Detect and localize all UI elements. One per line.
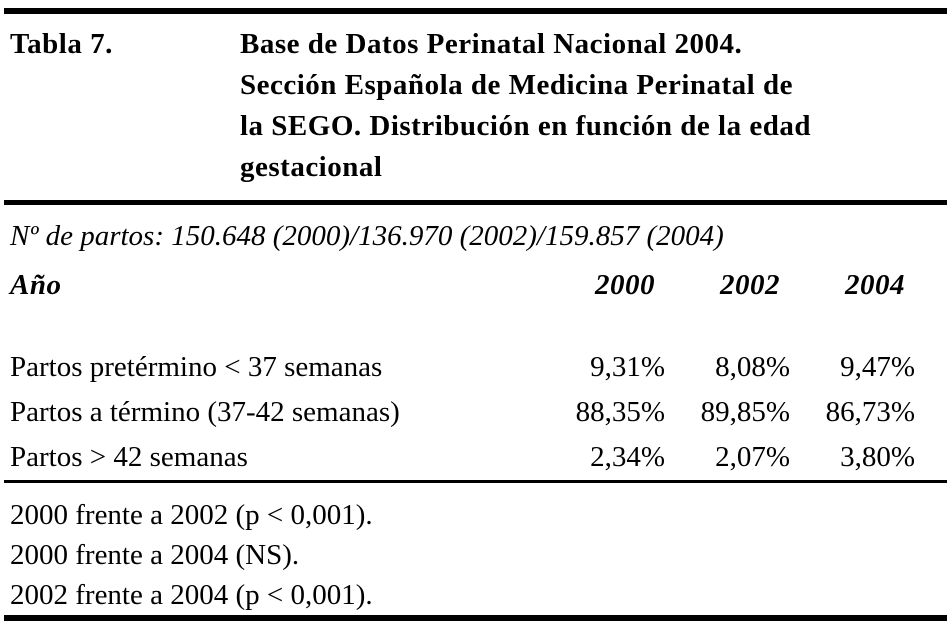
header-rule: [4, 200, 947, 205]
footnote: 2000 frente a 2002 (p < 0,001).: [10, 499, 373, 531]
cell-value: 89,85%: [700, 396, 790, 428]
table-caption: Tabla 7. Base de Datos Perinatal Naciona…: [0, 14, 951, 200]
row-label: Partos > 42 semanas: [10, 441, 248, 473]
column-header-2004: 2004: [845, 269, 905, 301]
cell-value: 86,73%: [825, 396, 915, 428]
column-header-2000: 2000: [595, 269, 655, 301]
table-row: Partos a término (37-42 semanas) 88,35% …: [10, 390, 915, 435]
column-header-year: Año: [10, 269, 62, 301]
births-count-subtitle: Nº de partos: 150.648 (2000)/136.970 (20…: [10, 220, 724, 252]
bottom-rule: [4, 615, 947, 621]
row-label: Partos pretérmino < 37 semanas: [10, 351, 383, 383]
top-rule: [4, 8, 947, 14]
cell-value: 88,35%: [575, 396, 665, 428]
column-header-2002: 2002: [720, 269, 780, 301]
table-number-label: Tabla 7.: [10, 28, 113, 60]
footnote: 2002 frente a 2004 (p < 0,001).: [10, 579, 373, 611]
column-header-row: Año 2000 2002 2004: [10, 267, 915, 303]
table-title: Base de Datos Perinatal Nacional 2004. S…: [240, 24, 941, 188]
table-title-line: gestacional: [240, 151, 383, 183]
table-row: Partos > 42 semanas 2,34% 2,07% 3,80%: [10, 435, 915, 480]
cell-value: 2,34%: [590, 441, 665, 473]
cell-value: 8,08%: [715, 351, 790, 383]
table-title-line: Sección Española de Medicina Perinatal d…: [240, 69, 793, 101]
cell-value: 3,80%: [840, 441, 915, 473]
footnote-rule: [4, 480, 947, 483]
cell-value: 9,31%: [590, 351, 665, 383]
row-label: Partos a término (37-42 semanas): [10, 396, 400, 428]
cell-value: 9,47%: [840, 351, 915, 383]
table-row: Partos pretérmino < 37 semanas 9,31% 8,0…: [10, 345, 915, 390]
table-title-line: la SEGO. Distribución en función de la e…: [240, 110, 811, 142]
footnote: 2000 frente a 2004 (NS).: [10, 539, 300, 571]
data-table: Año 2000 2002 2004 Partos pretérmino < 3…: [0, 267, 951, 480]
footnotes: 2000 frente a 2002 (p < 0,001). 2000 fre…: [0, 483, 951, 615]
table-title-line: Base de Datos Perinatal Nacional 2004.: [240, 28, 743, 60]
cell-value: 2,07%: [715, 441, 790, 473]
